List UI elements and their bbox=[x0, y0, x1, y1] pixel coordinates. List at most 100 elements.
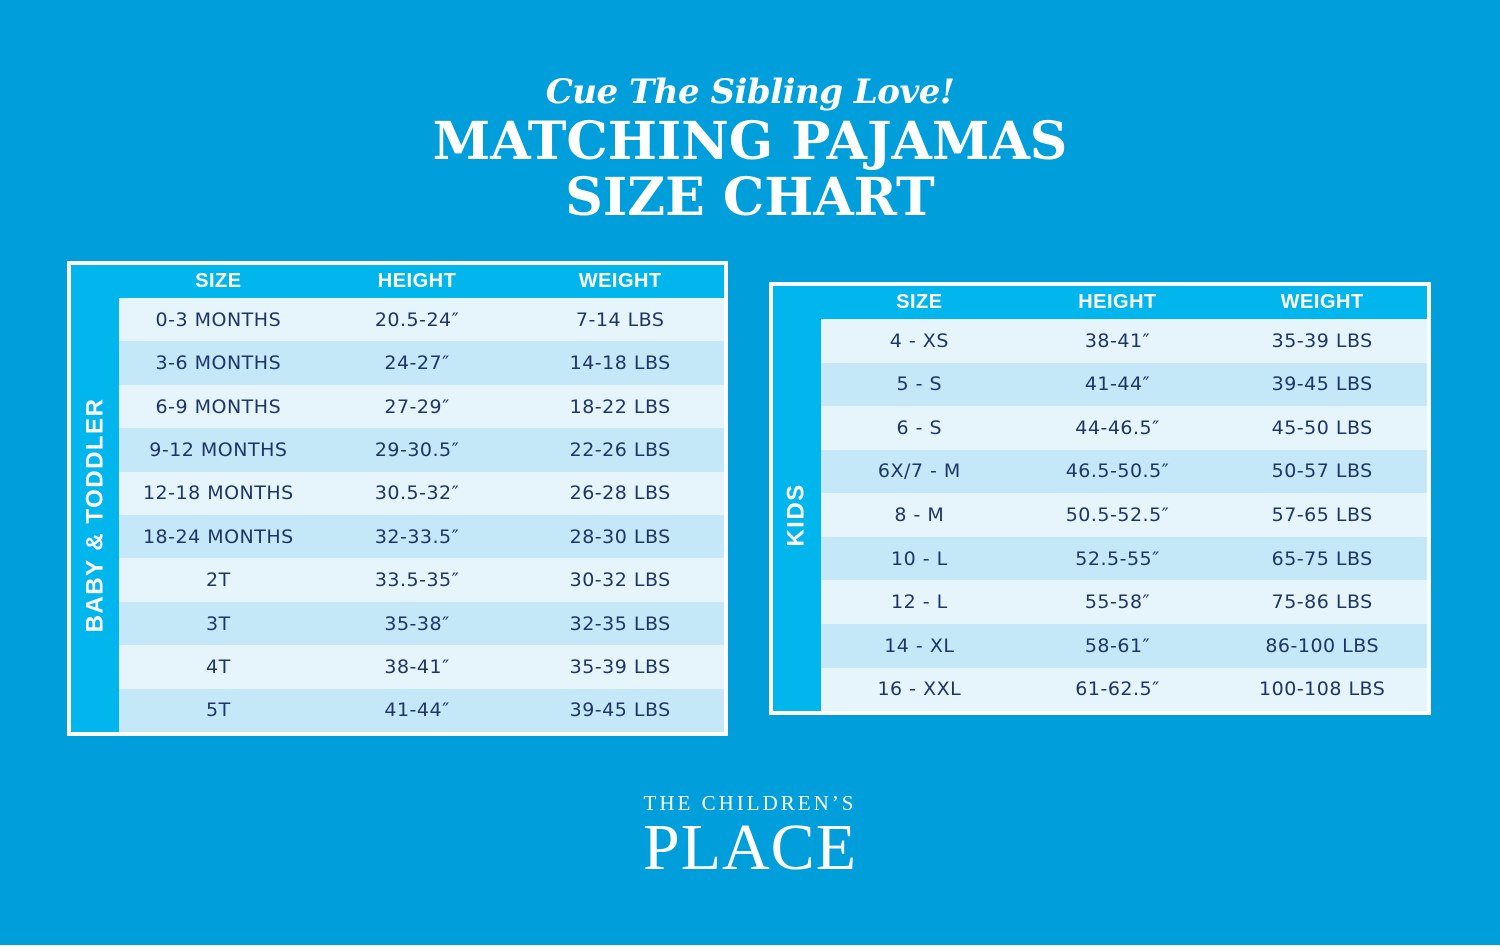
cell-weight: 100-108 LBS bbox=[1259, 678, 1386, 701]
cell-height: 29-30.5″ bbox=[374, 438, 460, 461]
table-row: 10 - L 52.5-55″ 65-75 LBS bbox=[821, 536, 1427, 581]
cell-weight: 65-75 LBS bbox=[1271, 547, 1373, 570]
cell-size: 12-18 MONTHS bbox=[142, 482, 294, 505]
baby-toddler-table: BABY & TODDLER SIZE HEIGHT WEIGHT 0-3 MO… bbox=[67, 261, 728, 736]
table-row: 12 - L 55-58″ 75-86 LBS bbox=[821, 580, 1427, 624]
cell-size: 16 - XXL bbox=[877, 678, 962, 701]
cell-weight: 26-28 LBS bbox=[569, 482, 671, 505]
cell-size: 14 - XL bbox=[884, 634, 955, 657]
cell-height: 52.5-55″ bbox=[1075, 547, 1160, 570]
cell-height: 58-61″ bbox=[1084, 634, 1151, 657]
cell-weight: 14-18 LBS bbox=[569, 352, 671, 375]
cell-height: 30.5-32″ bbox=[374, 482, 460, 505]
cell-size: 5T bbox=[205, 699, 231, 722]
cell-size: 12 - L bbox=[890, 591, 948, 614]
table-row: 5T 41-44″ 39-45 LBS bbox=[119, 688, 724, 733]
cell-weight: 86-100 LBS bbox=[1265, 634, 1380, 657]
col-header-weight: WEIGHT bbox=[578, 270, 662, 292]
cell-size: 3T bbox=[205, 612, 231, 635]
cell-height: 61-62.5″ bbox=[1075, 678, 1160, 701]
col-header-weight: WEIGHT bbox=[1280, 291, 1364, 313]
cell-size: 2T bbox=[205, 569, 231, 592]
cell-height: 44-46.5″ bbox=[1075, 416, 1160, 439]
cell-size: 6-9 MONTHS bbox=[155, 395, 282, 418]
tagline: Cue The Sibling Love! bbox=[545, 72, 955, 112]
cell-weight: 57-65 LBS bbox=[1271, 504, 1373, 527]
cell-size: 10 - L bbox=[890, 547, 948, 570]
cell-size: 5 - S bbox=[896, 373, 943, 396]
cell-height: 41-44″ bbox=[1084, 373, 1151, 396]
kids-table-header: SIZE HEIGHT WEIGHT bbox=[821, 286, 1427, 319]
cell-weight: 39-45 LBS bbox=[569, 699, 671, 722]
table-row: 5 - S 41-44″ 39-45 LBS bbox=[821, 362, 1427, 407]
table-row: 6 - S 44-46.5″ 45-50 LBS bbox=[821, 406, 1427, 450]
cell-height: 38-41″ bbox=[1084, 329, 1151, 352]
cell-size: 9-12 MONTHS bbox=[149, 438, 288, 461]
cell-weight: 75-86 LBS bbox=[1271, 591, 1373, 614]
baby-toddler-label-text: BABY & TODDLER bbox=[81, 397, 109, 633]
table-row: 0-3 MONTHS 20.5-24″ 7-14 LBS bbox=[119, 298, 724, 342]
col-header-height: HEIGHT bbox=[1078, 291, 1157, 313]
cell-weight: 7-14 LBS bbox=[575, 308, 665, 331]
cell-weight: 32-35 LBS bbox=[569, 612, 671, 635]
cell-size: 3-6 MONTHS bbox=[155, 352, 282, 375]
table-row: 4T 38-41″ 35-39 LBS bbox=[119, 645, 724, 689]
table-row: 18-24 MONTHS 32-33.5″ 28-30 LBS bbox=[119, 515, 724, 559]
cell-height: 27-29″ bbox=[384, 395, 450, 418]
cell-size: 6X/7 - M bbox=[877, 460, 961, 483]
cell-size: 6 - S bbox=[896, 416, 943, 439]
table-row: 12-18 MONTHS 30.5-32″ 26-28 LBS bbox=[119, 471, 724, 516]
cell-weight: 18-22 LBS bbox=[569, 395, 671, 418]
header: Cue The Sibling Love! MATCHING PAJAMAS S… bbox=[0, 70, 1500, 226]
logo-top-text: THE CHILDREN’S bbox=[643, 791, 857, 815]
col-header-size: SIZE bbox=[896, 291, 943, 313]
title-line-1: MATCHING PAJAMAS bbox=[432, 111, 1068, 172]
table-row: 4 - XS 38-41″ 35-39 LBS bbox=[821, 319, 1427, 363]
kids-table: KIDS SIZE HEIGHT WEIGHT 4 - XS 38-41″ 35-3… bbox=[769, 282, 1431, 715]
cell-height: 32-33.5″ bbox=[374, 525, 460, 548]
kids-table-body: 4 - XS 38-41″ 35-39 LBS 5 - S 41-44″ 39-45 L… bbox=[821, 319, 1427, 712]
cell-height: 55-58″ bbox=[1084, 591, 1151, 614]
logo-main-text: PLACE bbox=[642, 811, 858, 884]
col-header-size: SIZE bbox=[195, 270, 242, 292]
cell-weight: 45-50 LBS bbox=[1271, 416, 1373, 439]
cell-weight: 30-32 LBS bbox=[569, 569, 671, 592]
table-row: 3-6 MONTHS 24-27″ 14-18 LBS bbox=[119, 341, 724, 385]
table-row: 3T 35-38″ 32-35 LBS bbox=[119, 601, 724, 646]
table-row: 2T 33.5-35″ 30-32 LBS bbox=[119, 558, 724, 602]
cell-weight: 28-30 LBS bbox=[569, 525, 671, 548]
cell-size: 8 - M bbox=[894, 504, 945, 527]
baby-toddler-side-label: BABY & TODDLER bbox=[71, 298, 119, 732]
cell-size: 0-3 MONTHS bbox=[155, 308, 282, 331]
cell-weight: 39-45 LBS bbox=[1271, 373, 1373, 396]
kids-side-label: KIDS bbox=[773, 319, 821, 711]
table-row: 6X/7 - M 46.5-50.5″ 50-57 LBS bbox=[821, 449, 1427, 494]
table-row: 8 - M 50.5-52.5″ 57-65 LBS bbox=[821, 493, 1427, 537]
kids-label-text: KIDS bbox=[783, 483, 810, 547]
cell-height: 24-27″ bbox=[384, 352, 450, 375]
table-row: 9-12 MONTHS 29-30.5″ 22-26 LBS bbox=[119, 428, 724, 472]
cell-height: 35-38″ bbox=[384, 612, 450, 635]
table-row: 14 - XL 58-61″ 86-100 LBS bbox=[821, 623, 1427, 668]
cell-weight: 22-26 LBS bbox=[569, 438, 671, 461]
cell-size: 4T bbox=[205, 655, 231, 678]
cell-size: 18-24 MONTHS bbox=[142, 525, 294, 548]
cell-height: 50.5-52.5″ bbox=[1065, 504, 1170, 527]
cell-height: 38-41″ bbox=[384, 655, 450, 678]
table-row: 16 - XXL 61-62.5″ 100-108 LBS bbox=[821, 667, 1427, 712]
cell-height: 33.5-35″ bbox=[374, 569, 460, 592]
cell-size: 4 - XS bbox=[889, 329, 949, 352]
col-header-height: HEIGHT bbox=[377, 270, 457, 292]
cell-weight: 35-39 LBS bbox=[569, 655, 671, 678]
baby-table-header: SIZE HEIGHT WEIGHT bbox=[119, 265, 724, 298]
title-line-2: SIZE CHART bbox=[565, 167, 935, 228]
cell-weight: 35-39 LBS bbox=[1271, 329, 1373, 352]
table-row: 6-9 MONTHS 27-29″ 18-22 LBS bbox=[119, 384, 724, 429]
cell-weight: 50-57 LBS bbox=[1271, 460, 1373, 483]
cell-height: 46.5-50.5″ bbox=[1065, 460, 1170, 483]
cell-height: 41-44″ bbox=[384, 699, 450, 722]
baby-table-body: 0-3 MONTHS 20.5-24″ 7-14 LBS 3-6 MONTHS 24-… bbox=[119, 298, 724, 733]
brand-logo: THE CHILDREN’S PLACE bbox=[0, 790, 1500, 884]
cell-height: 20.5-24″ bbox=[374, 308, 460, 331]
